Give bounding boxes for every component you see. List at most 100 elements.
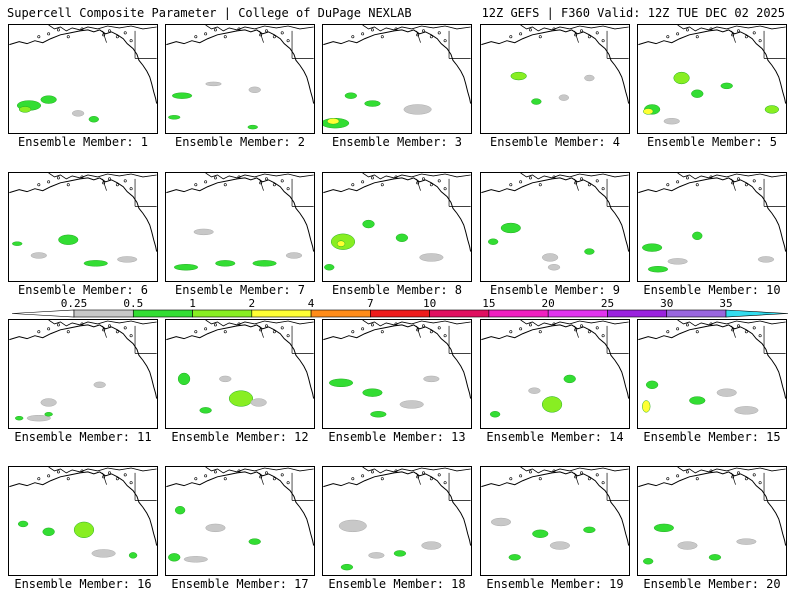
scp-shaded-region — [205, 523, 226, 533]
colorbar-tick-label: 0.5 — [123, 297, 143, 310]
ensemble-member-label: Ensemble Member: 20 — [643, 577, 781, 591]
island — [370, 176, 374, 180]
island — [437, 179, 441, 183]
island — [538, 35, 542, 39]
island — [519, 327, 523, 331]
scp-shaded-region — [395, 233, 409, 242]
coastline — [416, 472, 471, 501]
island — [194, 330, 198, 334]
scp-shaded-region — [30, 252, 47, 259]
ensemble-member-label: Ensemble Member: 6 — [17, 283, 149, 297]
coastline — [205, 173, 314, 180]
coastline — [323, 177, 471, 252]
island — [731, 33, 735, 37]
island — [265, 324, 268, 328]
ensemble-member-label: Ensemble Member: 19 — [486, 577, 624, 591]
scp-shaded-region — [15, 415, 24, 421]
coastline — [48, 173, 157, 180]
island — [685, 176, 689, 180]
island — [213, 323, 217, 327]
scp-shaded-region — [40, 398, 57, 407]
island — [744, 330, 748, 334]
island — [115, 330, 119, 334]
colorbar-tick-label: 7 — [367, 297, 374, 310]
scp-shaded-region — [205, 81, 222, 87]
island — [758, 39, 762, 43]
island — [80, 469, 84, 473]
coastline — [481, 471, 629, 546]
scp-shaded-region — [541, 253, 559, 262]
island — [601, 334, 605, 338]
ensemble-map-panel — [322, 466, 472, 576]
scp-shaded-region — [193, 228, 214, 236]
island — [115, 477, 119, 481]
scp-map — [638, 467, 786, 565]
coastline — [102, 325, 157, 354]
island — [552, 322, 556, 326]
coastline — [574, 30, 629, 59]
island — [509, 35, 513, 39]
island — [737, 29, 740, 33]
scp-map — [9, 320, 157, 422]
colorbar-segment — [73, 309, 134, 318]
coastline — [166, 29, 314, 104]
ensemble-member-label: Ensemble Member: 8 — [331, 283, 463, 297]
island — [66, 35, 70, 39]
island — [709, 175, 713, 179]
scp-shaded-region — [558, 94, 569, 101]
scp-map — [166, 173, 314, 271]
island — [204, 32, 208, 36]
island — [265, 471, 268, 475]
scp-shaded-region — [71, 110, 85, 117]
scp-shaded-region — [26, 414, 51, 422]
coastline — [574, 472, 629, 501]
island — [123, 31, 127, 35]
coastline — [677, 467, 786, 474]
chart-title: Supercell Composite Parameter | College … — [7, 6, 412, 20]
ensemble-map-panel — [480, 24, 630, 134]
colorbar-segment — [488, 309, 549, 318]
scp-shaded-region — [692, 231, 703, 241]
scp-shaded-region — [708, 554, 722, 561]
ensemble-map-panel — [8, 172, 158, 282]
ensemble-map-panel — [8, 319, 158, 429]
island — [509, 183, 513, 187]
island — [37, 330, 41, 334]
island — [519, 32, 523, 36]
ensemble-member-label: Ensemble Member: 14 — [486, 430, 624, 444]
coastline — [638, 324, 786, 399]
coastline — [166, 471, 314, 546]
coastline — [102, 472, 157, 501]
scp-shaded-region — [128, 552, 138, 559]
scp-shaded-region — [338, 519, 367, 533]
island — [758, 187, 762, 191]
island — [429, 330, 433, 334]
island — [194, 35, 198, 39]
island — [443, 481, 447, 485]
ensemble-member-label: Ensemble Member: 7 — [174, 283, 306, 297]
island — [272, 477, 276, 481]
coastline — [638, 471, 786, 546]
island — [115, 35, 119, 39]
island — [437, 326, 441, 330]
colorbar-tick-label: 4 — [308, 297, 315, 310]
ensemble-map-panel — [637, 24, 787, 134]
island — [752, 473, 756, 477]
scp-map — [323, 25, 471, 129]
island — [695, 477, 699, 481]
ensemble-map-panel — [165, 466, 315, 576]
island — [223, 477, 227, 481]
scp-shaded-region — [247, 124, 258, 130]
scp-shaded-region — [173, 264, 199, 271]
coastline — [166, 177, 314, 252]
island — [223, 330, 227, 334]
island — [380, 477, 384, 481]
scp-map — [166, 25, 314, 130]
island — [194, 477, 198, 481]
ensemble-map-panel — [322, 172, 472, 282]
island — [37, 183, 41, 187]
scp-shaded-region — [716, 388, 737, 397]
island — [695, 330, 699, 334]
scp-shaded-region — [40, 95, 57, 104]
coastline — [677, 320, 786, 327]
